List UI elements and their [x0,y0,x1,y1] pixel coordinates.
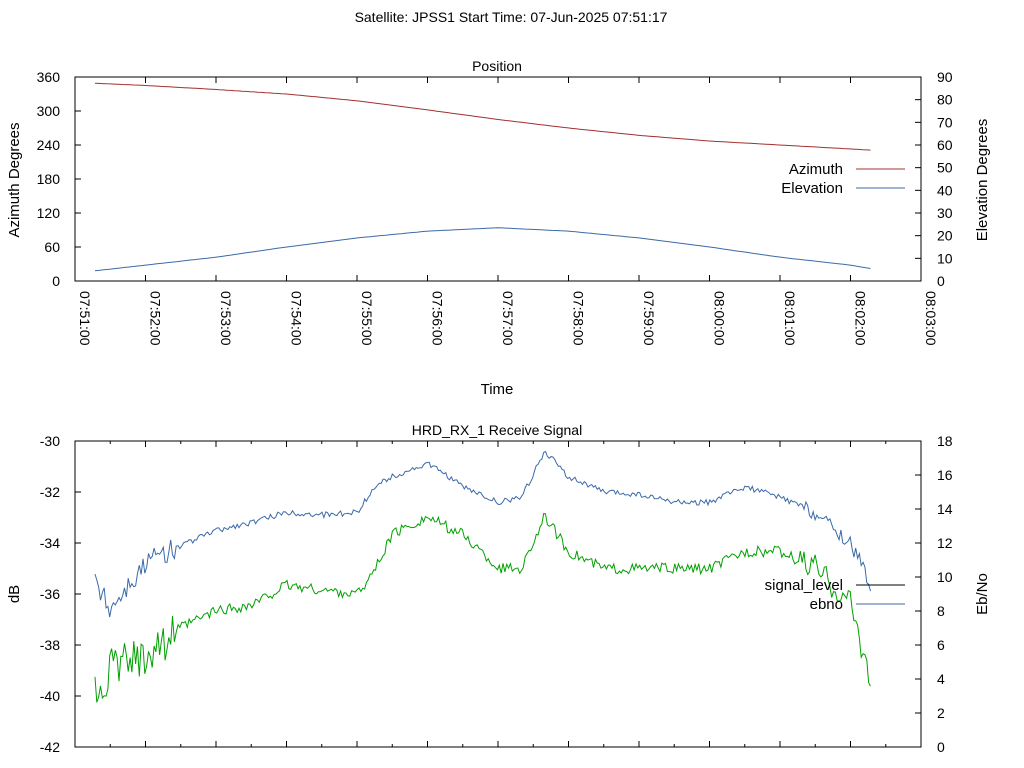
y-tick-label: -42 [40,739,60,755]
y2-tick-label: 40 [937,182,953,198]
y2-tick-label: 14 [937,501,953,517]
signal-y-axis-title: dB [6,585,23,603]
y2-tick-label: 6 [937,637,945,653]
y-tick-label: 120 [37,205,61,221]
y2-tick-label: 10 [937,569,953,585]
signal-plot-frame [74,440,922,748]
position-x-axis-title: Time [481,381,514,398]
legend-label: ebno [810,596,843,613]
x-tick-label: 07:54:00 [289,291,305,346]
x-tick-label: 08:03:00 [923,291,939,346]
position-y-axis: 0 60 120 180 240 300 360 [37,69,81,289]
y-tick-label: 180 [37,171,61,187]
y-tick-label: -30 [40,433,60,449]
y2-tick-label: 10 [937,250,953,266]
signal-y2-axis-title: Eb/No [974,573,991,615]
y2-tick-label: 12 [937,535,953,551]
y-tick-label: 0 [52,273,60,289]
y2-tick-label: 8 [937,603,945,619]
y-tick-label: 300 [37,103,61,119]
y-tick-label: -38 [40,637,60,653]
position-y2-axis: 0 10 20 30 40 50 60 70 80 90 [915,69,953,289]
x-tick-label: 07:52:00 [148,291,164,346]
y2-tick-label: 50 [937,160,953,176]
signal-y-axis: -42 -40 -38 -36 -34 -32 -30 [40,433,81,755]
x-tick-label: 07:59:00 [641,291,657,346]
x-tick-label: 08:01:00 [782,291,798,346]
signal-chart: HRD_RX_1 Receive Signal -42-40-38-36-34-… [6,422,991,755]
y2-tick-label: 20 [937,228,953,244]
y-tick-label: -32 [40,484,60,500]
x-tick-label: 07:51:00 [77,291,93,346]
series-line-signal_level [94,450,871,618]
y2-tick-label: 0 [937,273,945,289]
x-tick-label: 07:56:00 [430,291,446,346]
series-line-azimuth [94,82,871,151]
y2-tick-label: 70 [937,114,953,130]
x-tick-label: 08:00:00 [712,291,728,346]
y-tick-label: -40 [40,688,60,704]
position-plot-frame [74,76,922,282]
signal-y2-axis: 0 2 4 6 8 10 12 14 16 18 [915,433,953,755]
y-tick-label: 60 [44,239,60,255]
x-tick-label: 07:58:00 [571,291,587,346]
y-tick-label: -34 [40,535,60,551]
y2-tick-label: 16 [937,467,953,483]
y-tick-label: 240 [37,137,61,153]
x-tick-label: 08:02:00 [853,291,869,346]
y2-tick-label: 2 [937,705,945,721]
y-tick-label: -36 [40,586,60,602]
series-line-elevation [94,227,871,272]
legend-label: Azimuth [789,161,843,178]
y-tick-label: 360 [37,69,61,85]
y2-tick-label: 0 [937,739,945,755]
position-y-axis-title: Azimuth Degrees [6,122,23,237]
position-series [94,82,871,272]
position-y2-axis-title: Elevation Degrees [974,119,991,242]
signal-series [94,450,871,703]
signal-x-axis [74,441,922,747]
legend-label: signal_level [765,577,843,594]
y2-tick-label: 80 [937,92,953,108]
y2-tick-label: 4 [937,671,945,687]
y2-tick-label: 60 [937,137,953,153]
x-tick-label: 07:53:00 [218,291,234,346]
x-tick-label: 07:55:00 [359,291,375,346]
y2-tick-label: 18 [937,433,953,449]
signal-chart-title: HRD_RX_1 Receive Signal [412,422,582,438]
y2-tick-label: 90 [937,69,953,85]
position-chart: Position 07:51:00 07:52:00 07:53:00 07:54:0… [6,58,991,398]
y2-tick-label: 30 [937,205,953,221]
position-x-axis: 07:51:00 07:52:00 07:53:00 07:54:00 07:55:00… [74,77,939,346]
x-tick-label: 07:57:00 [500,291,516,346]
series-line-ebno [94,513,871,703]
position-chart-title: Position [472,58,522,74]
figure-title: Satellite: JPSS1 Start Time: 07-Jun-2025… [355,9,668,25]
legend-label: Elevation [781,180,843,197]
position-legend: Azimuth Elevation [781,161,905,197]
